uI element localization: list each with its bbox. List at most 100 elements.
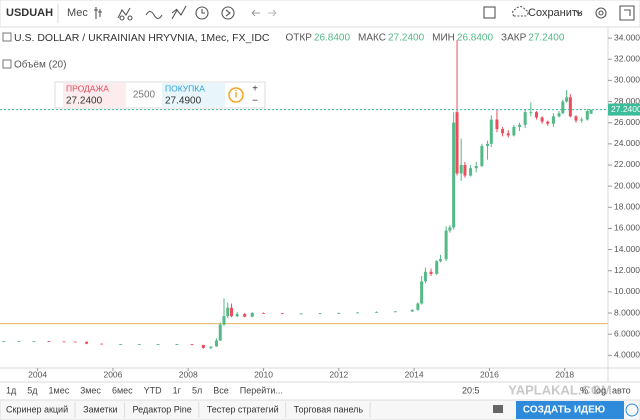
panel-tab[interactable]: Тестер стратегий	[207, 404, 279, 414]
candle-body	[218, 324, 222, 341]
watermark: YAPLAKAL.COM	[508, 382, 612, 397]
panel-tab[interactable]: Редактор Pine	[133, 404, 192, 414]
range-button[interactable]: 6мес	[112, 385, 133, 395]
candle-body	[518, 124, 522, 127]
buy-price[interactable]: 27.4900	[165, 96, 202, 107]
legend-label: ЗАКР	[501, 33, 527, 44]
range-button[interactable]: 5л	[192, 385, 202, 395]
candle-body	[17, 341, 21, 343]
y-tick-label: 16.0000	[614, 223, 640, 233]
candle-body	[506, 133, 510, 136]
y-tick-label: 18.0000	[614, 202, 640, 212]
collapse-icon[interactable]	[2, 59, 12, 69]
svg-text:−: −	[252, 96, 258, 107]
candle-body	[438, 259, 442, 262]
y-tick-label: 34.0000	[614, 32, 640, 42]
range-button[interactable]: 1д	[6, 385, 17, 395]
range-button[interactable]: 1мес	[49, 385, 70, 395]
legend-value: 26.8400	[314, 33, 351, 44]
range-button[interactable]: 5д	[27, 385, 38, 395]
y-tick-label: 10.0000	[614, 286, 640, 296]
candle-body	[262, 313, 266, 314]
toolbar-icons[interactable]	[94, 5, 635, 21]
y-tick-label: 26.0000	[614, 117, 640, 127]
y-tick-label: 32.0000	[614, 53, 640, 63]
candle-body	[222, 316, 226, 325]
series-title: U.S. DOLLAR / UKRAINIAN HRYVNIA, 1Мес, F…	[14, 32, 270, 44]
y-tick-label: 4.0000	[614, 350, 640, 360]
candle-body	[299, 313, 303, 315]
toolbar	[0, 0, 640, 28]
candle-body	[469, 168, 473, 176]
legend-label: МИН	[432, 33, 455, 44]
panel-tab[interactable]: Торговая панель	[294, 404, 364, 414]
last-price-box	[608, 103, 640, 116]
x-tick-label: 2010	[254, 369, 273, 379]
candle-body	[474, 166, 478, 169]
candle-body	[429, 271, 433, 274]
save-button[interactable]: Сохранить	[528, 7, 583, 19]
collapse-icon[interactable]	[2, 32, 12, 42]
candle-body	[452, 122, 456, 228]
range-button[interactable]: Перейти...	[240, 385, 283, 395]
x-tick-label: 2016	[480, 369, 499, 379]
sell-price[interactable]: 27.2400	[66, 96, 103, 107]
candle-body	[486, 143, 490, 146]
panel-tab[interactable]: Скринер акций	[6, 404, 68, 414]
candle-body	[574, 116, 578, 121]
candle-body	[209, 346, 213, 348]
last-price-label: 27.2400	[611, 104, 640, 114]
candle-body	[489, 119, 493, 144]
candle-body	[435, 261, 439, 274]
interval[interactable]: Мес	[67, 7, 88, 19]
candle-body	[540, 117, 544, 122]
candle-body	[410, 309, 414, 312]
cta-label[interactable]: СОЗДАТЬ ИДЕЮ	[523, 405, 605, 416]
scale-toggle[interactable]: log	[594, 385, 606, 395]
cta-button[interactable]	[516, 401, 624, 419]
candle-body	[85, 341, 89, 344]
candle-body	[561, 101, 565, 114]
candle-body	[214, 340, 218, 347]
candle-body	[374, 311, 378, 313]
camera-icon[interactable]	[493, 405, 503, 413]
candle-body	[156, 344, 160, 346]
quantity[interactable]: 2500	[133, 90, 156, 101]
candle-body	[337, 313, 341, 314]
candle-body	[47, 341, 51, 343]
y-tick-label: 14.0000	[614, 244, 640, 254]
range-button[interactable]: 1г	[173, 385, 182, 395]
sell-label: ПРОДАЖА	[66, 83, 109, 93]
candle-body	[523, 112, 527, 125]
range-button[interactable]: Все	[213, 385, 229, 395]
legend-value: 27.2400	[388, 33, 425, 44]
volume-label: Объём (20)	[14, 59, 66, 71]
candle-body	[585, 111, 589, 120]
y-tick-label: 30.0000	[614, 75, 640, 85]
candle-body	[73, 341, 77, 343]
candle-body	[230, 307, 234, 317]
candle-body	[416, 303, 420, 310]
range-button[interactable]: 3мес	[80, 385, 101, 395]
candle-body	[589, 109, 593, 114]
trade-widget[interactable]: i + −	[54, 81, 266, 109]
candle-body	[557, 113, 561, 117]
range-button[interactable]: YTD	[144, 385, 163, 395]
candle-body	[565, 97, 569, 102]
x-tick-label: 2006	[103, 369, 122, 379]
scale-toggle[interactable]: авто	[612, 385, 631, 395]
buy-label: ПОКУПКА	[165, 83, 205, 93]
x-tick-label: 2014	[405, 369, 424, 379]
symbol[interactable]: USDUAH	[6, 7, 53, 19]
candle-body	[423, 271, 427, 282]
scale-toggle[interactable]: %	[580, 385, 588, 395]
panel-tab[interactable]: Заметки	[83, 404, 117, 414]
candle-body	[448, 227, 452, 231]
candle-body	[226, 307, 230, 317]
candle-body	[420, 281, 424, 304]
y-tick-label: 22.0000	[614, 159, 640, 169]
candle-body	[529, 112, 533, 113]
y-tick-label: 12.0000	[614, 265, 640, 275]
candle-body	[243, 314, 247, 317]
play-icon[interactable]	[625, 403, 639, 417]
